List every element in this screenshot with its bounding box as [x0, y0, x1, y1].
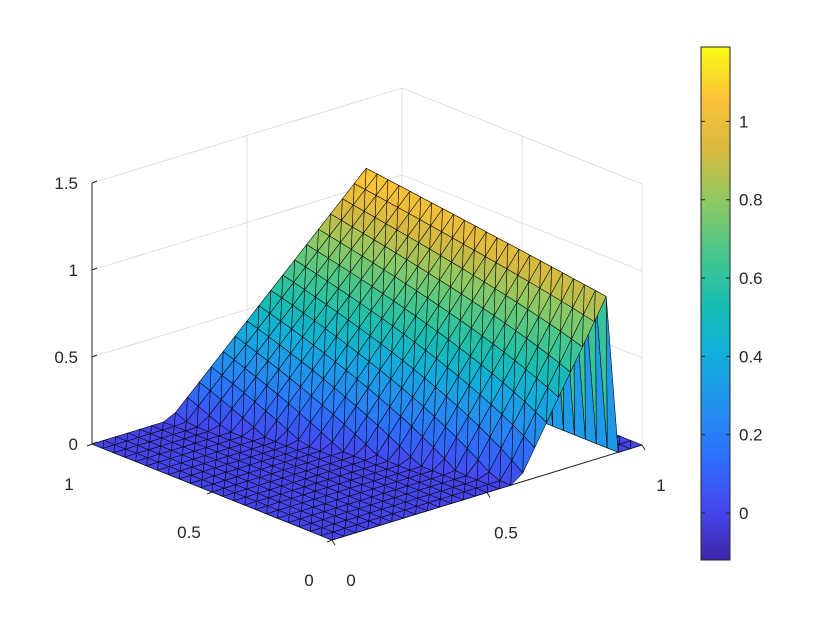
x-tick-label: 1 [656, 476, 665, 495]
surface-triangle [462, 491, 476, 501]
surface-triangle [331, 531, 345, 541]
surface-triangle [558, 363, 571, 398]
x-tick-mark [331, 539, 336, 546]
z-tick-label: 0 [69, 435, 78, 454]
surface-triangle [379, 517, 392, 526]
surface-triangle [355, 524, 369, 533]
grid-line [91, 87, 403, 184]
surface-triangle [450, 495, 464, 504]
y-tick-label: 0.5 [177, 523, 201, 542]
grid-line [401, 87, 643, 185]
surface-triangle [570, 338, 583, 373]
z-tick-mark [91, 354, 98, 358]
z-tick-mark [91, 180, 98, 184]
surface-mesh [91, 167, 643, 541]
surface-triangle [546, 387, 559, 423]
surface-triangle [91, 440, 105, 449]
colorbar-tick-label: 0.4 [739, 347, 763, 366]
surface-triangle [534, 411, 547, 448]
colorbar-ticks: 0 0.2 0.4 0.6 0.8 1 [701, 112, 763, 523]
surface-triangle [510, 460, 524, 486]
surface-triangle [617, 444, 631, 453]
colorbar-tick-label: 0 [739, 504, 748, 523]
z-tick-mark [91, 441, 98, 445]
colorbar-tick-label: 0.8 [739, 191, 763, 210]
surface-triangle [629, 440, 643, 449]
colorbar-tick-label: 1 [739, 112, 748, 131]
x-tick-label: 0.5 [494, 524, 518, 543]
z-tick-label: 1.5 [54, 174, 78, 193]
surface-triangle [427, 502, 440, 512]
y-tick-mark [206, 491, 213, 495]
surface-triangle [343, 528, 357, 537]
surface-triangle [367, 520, 380, 530]
y-tick-mark [86, 443, 93, 447]
z-tick-mark [91, 267, 98, 271]
z-tick-label: 0.5 [54, 348, 78, 367]
colorbar-tick-label: 0.6 [739, 269, 763, 288]
surface-triangle [594, 290, 607, 322]
surface-triangle [486, 484, 500, 493]
x-tick-mark [486, 492, 491, 498]
y-tick-label: 0 [304, 571, 313, 590]
grid-line [401, 174, 643, 272]
surface-triangle [605, 296, 619, 453]
surface-triangle [439, 498, 452, 508]
surface-triangle [498, 480, 512, 490]
y-tick-mark [326, 539, 333, 543]
surface-triangle [522, 435, 535, 474]
y-tick-label: 1 [64, 475, 73, 494]
surface-triangle [415, 506, 428, 515]
z-tick-label: 1 [69, 261, 78, 280]
colorbar-tick-label: 0.2 [739, 426, 763, 445]
x-tick-mark [641, 444, 646, 451]
surface-triangle [582, 314, 595, 348]
surface-triangle [474, 487, 488, 497]
colorbar-gradient [700, 46, 731, 561]
colorbar: 0 0.2 0.4 0.6 0.8 1 [700, 46, 763, 561]
x-tick-label: 0 [346, 571, 355, 590]
surface-triangle [391, 513, 404, 522]
tick-labels: 0 0.5 1 1.5 0 0.5 1 0 0.5 1 [54, 174, 665, 590]
surface-triangle [403, 509, 416, 519]
